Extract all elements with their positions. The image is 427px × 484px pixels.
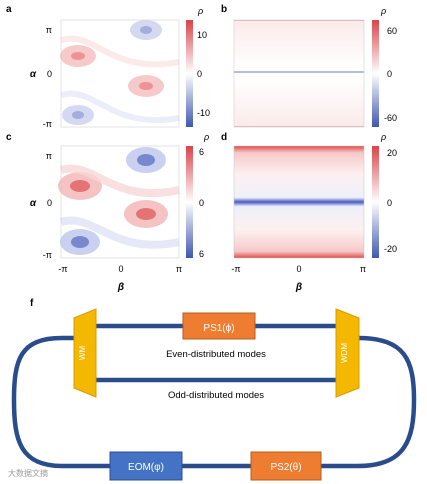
x-tick-right-d: π: [360, 264, 366, 274]
ps1-label: PS1(ϕ): [203, 323, 234, 334]
y-tick-top-a: π: [46, 25, 52, 35]
panel-a: a π 0 -π α ρ 10 0 -10: [6, 4, 210, 129]
colorbar-tick-b-mid: 0: [387, 69, 392, 79]
colorbar-b: [372, 20, 379, 127]
x-axis-label-c: β: [117, 282, 124, 293]
colorbar-title-c: ρ: [203, 132, 209, 142]
y-tick-bottom-a: -π: [43, 119, 52, 129]
waveguide-loop: [11, 335, 417, 469]
colorbar-tick-c-mid: 0: [199, 198, 204, 208]
panel-label-d: d: [221, 132, 227, 143]
ps2-box: PS2(θ): [250, 451, 322, 481]
panel-d: d -π 0 π β ρ 20 0 -20: [221, 132, 397, 293]
ps2-label: PS2(θ): [270, 462, 301, 473]
heatmap-c: [58, 145, 180, 259]
odd-modes-label: Odd-distributed modes: [168, 390, 264, 401]
y-tick-mid-a: 0: [47, 69, 52, 79]
y-axis-label-c: α: [30, 198, 37, 209]
x-tick-left-c: -π: [58, 264, 67, 274]
heatmap-b: [233, 19, 365, 128]
colorbar-c: [186, 146, 193, 258]
colorbar-title-d: ρ: [380, 132, 386, 142]
x-tick-mid-c: 0: [118, 264, 123, 274]
x-tick-mid-d: 0: [296, 264, 301, 274]
eom-box: EOM(φ): [109, 451, 183, 481]
colorbar-tick-d-mid: 0: [387, 198, 392, 208]
panel-f-schematic: f WM WDM PS1(ϕ) Even-distributed modes O…: [8, 298, 417, 481]
panel-label-a: a: [6, 4, 12, 15]
y-tick-bottom-c: -π: [43, 250, 52, 260]
colorbar-a: [186, 20, 193, 127]
x-tick-right-c: π: [176, 264, 182, 274]
colorbar-tick-b-top: 60: [387, 26, 397, 36]
colorbar-tick-d-top: 20: [387, 148, 397, 158]
colorbar-d: [372, 146, 379, 258]
watermark-text: 大数据文摘: [8, 468, 48, 478]
wm-label: WM: [78, 346, 87, 361]
wdm-coupler: WDM: [335, 308, 360, 398]
panel-label-c: c: [6, 132, 12, 143]
colorbar-tick-c-bottom: 6: [199, 249, 204, 259]
y-axis-label-a: α: [30, 69, 37, 80]
colorbar-title-a: ρ: [197, 6, 203, 16]
colorbar-tick-d-bottom: -20: [384, 244, 397, 254]
colorbar-tick-b-bottom: -60: [384, 113, 397, 123]
eom-label: EOM(φ): [128, 462, 164, 473]
y-tick-top-c: π: [46, 151, 52, 161]
colorbar-tick-a-bottom: -10: [197, 108, 210, 118]
wdm-label: WDM: [340, 343, 349, 363]
ps1-box: PS1(ϕ): [182, 312, 256, 340]
panel-label-b: b: [221, 4, 227, 15]
panel-label-f: f: [30, 298, 34, 309]
colorbar-tick-a-mid: 0: [197, 69, 202, 79]
colorbar-tick-a-top: 10: [197, 30, 207, 40]
colorbar-tick-c-top: 6: [199, 147, 204, 157]
x-axis-label-d: β: [295, 282, 302, 293]
wm-coupler: WM: [73, 308, 97, 398]
panel-c: c π 0 -π α -π 0 π β ρ 6 0 6: [6, 132, 209, 293]
y-tick-mid-c: 0: [47, 198, 52, 208]
colorbar-title-b: ρ: [380, 6, 386, 16]
heatmap-a: [60, 19, 180, 128]
heatmap-d: [233, 145, 365, 259]
panel-b: b ρ 60 0 -60: [221, 4, 397, 128]
even-modes-label: Even-distributed modes: [166, 349, 266, 360]
x-tick-left-d: -π: [231, 264, 240, 274]
